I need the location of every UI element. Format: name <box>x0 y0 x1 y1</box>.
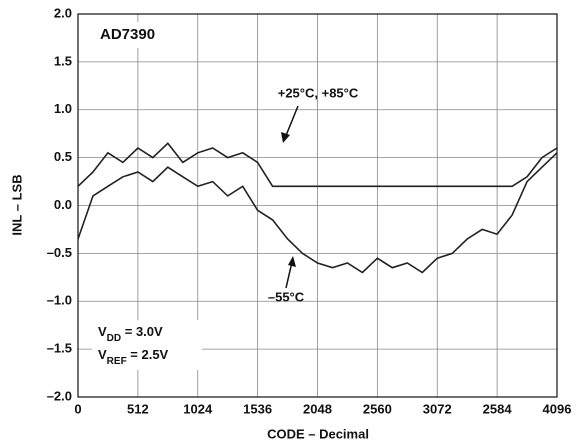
vref-note: VREF = 2.5V <box>98 347 169 367</box>
x-axis-label: CODE – Decimal <box>267 426 369 441</box>
series-line <box>77 142 558 188</box>
y-tick-label: 1.0 <box>54 101 72 116</box>
y-tick-label: –0.5 <box>47 245 72 260</box>
y-tick-label: –2.0 <box>47 388 72 403</box>
x-tick-label: 4096 <box>543 401 572 416</box>
x-tick-label: 2584 <box>483 401 513 416</box>
x-tick-label: 2048 <box>303 401 332 416</box>
title-box <box>96 22 172 48</box>
vdd-note: VDD = 3.0V <box>98 324 163 344</box>
series-annotation: –55°C <box>268 289 305 304</box>
x-tick-label: 512 <box>127 401 149 416</box>
annotation-arrow <box>285 261 293 289</box>
arrow-head <box>288 256 296 267</box>
y-tick-label: 0.0 <box>54 197 72 212</box>
arrow-head <box>281 132 290 143</box>
x-tick-label: 1536 <box>243 401 272 416</box>
x-tick-label: 1024 <box>183 401 213 416</box>
annotation-arrow <box>284 105 299 139</box>
y-tick-label: 0.5 <box>54 149 72 164</box>
y-tick-label: 2.0 <box>54 5 72 20</box>
plot-frame <box>77 13 558 398</box>
series-annotation: +25°C, +85°C <box>278 85 359 100</box>
condition-box <box>92 320 202 370</box>
x-tick-label: 2560 <box>363 401 392 416</box>
y-tick-label: –1.5 <box>47 341 72 356</box>
y-tick-label: 1.5 <box>54 53 72 68</box>
x-tick-label: 3072 <box>423 401 452 416</box>
chart-title: AD7390 <box>100 26 155 43</box>
y-tick-label: –1.0 <box>47 293 72 308</box>
x-tick-label: 0 <box>74 401 81 416</box>
y-axis-label: INL – LSB <box>9 174 24 235</box>
series-line <box>77 152 558 274</box>
